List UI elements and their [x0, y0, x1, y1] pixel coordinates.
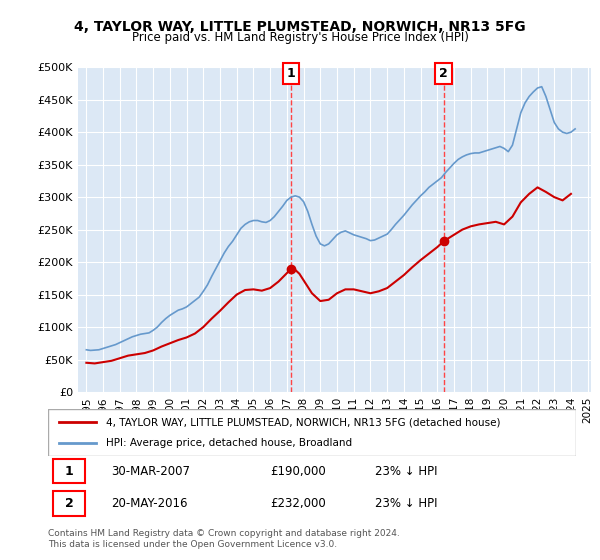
Text: £190,000: £190,000 — [270, 465, 326, 478]
FancyBboxPatch shape — [53, 459, 85, 483]
FancyBboxPatch shape — [53, 491, 85, 516]
FancyBboxPatch shape — [48, 409, 576, 456]
Text: Price paid vs. HM Land Registry's House Price Index (HPI): Price paid vs. HM Land Registry's House … — [131, 31, 469, 44]
Text: 1: 1 — [65, 465, 73, 478]
Text: 4, TAYLOR WAY, LITTLE PLUMSTEAD, NORWICH, NR13 5FG (detached house): 4, TAYLOR WAY, LITTLE PLUMSTEAD, NORWICH… — [106, 417, 500, 427]
Text: 2: 2 — [439, 67, 448, 80]
Text: 20-MAY-2016: 20-MAY-2016 — [112, 497, 188, 510]
Text: £232,000: £232,000 — [270, 497, 326, 510]
Text: 23% ↓ HPI: 23% ↓ HPI — [376, 497, 438, 510]
Text: Contains HM Land Registry data © Crown copyright and database right 2024.
This d: Contains HM Land Registry data © Crown c… — [48, 529, 400, 549]
Text: 4, TAYLOR WAY, LITTLE PLUMSTEAD, NORWICH, NR13 5FG: 4, TAYLOR WAY, LITTLE PLUMSTEAD, NORWICH… — [74, 20, 526, 34]
Text: HPI: Average price, detached house, Broadland: HPI: Average price, detached house, Broa… — [106, 438, 352, 448]
Text: 30-MAR-2007: 30-MAR-2007 — [112, 465, 190, 478]
Text: 1: 1 — [287, 67, 295, 80]
Text: 23% ↓ HPI: 23% ↓ HPI — [376, 465, 438, 478]
Text: 2: 2 — [65, 497, 73, 510]
